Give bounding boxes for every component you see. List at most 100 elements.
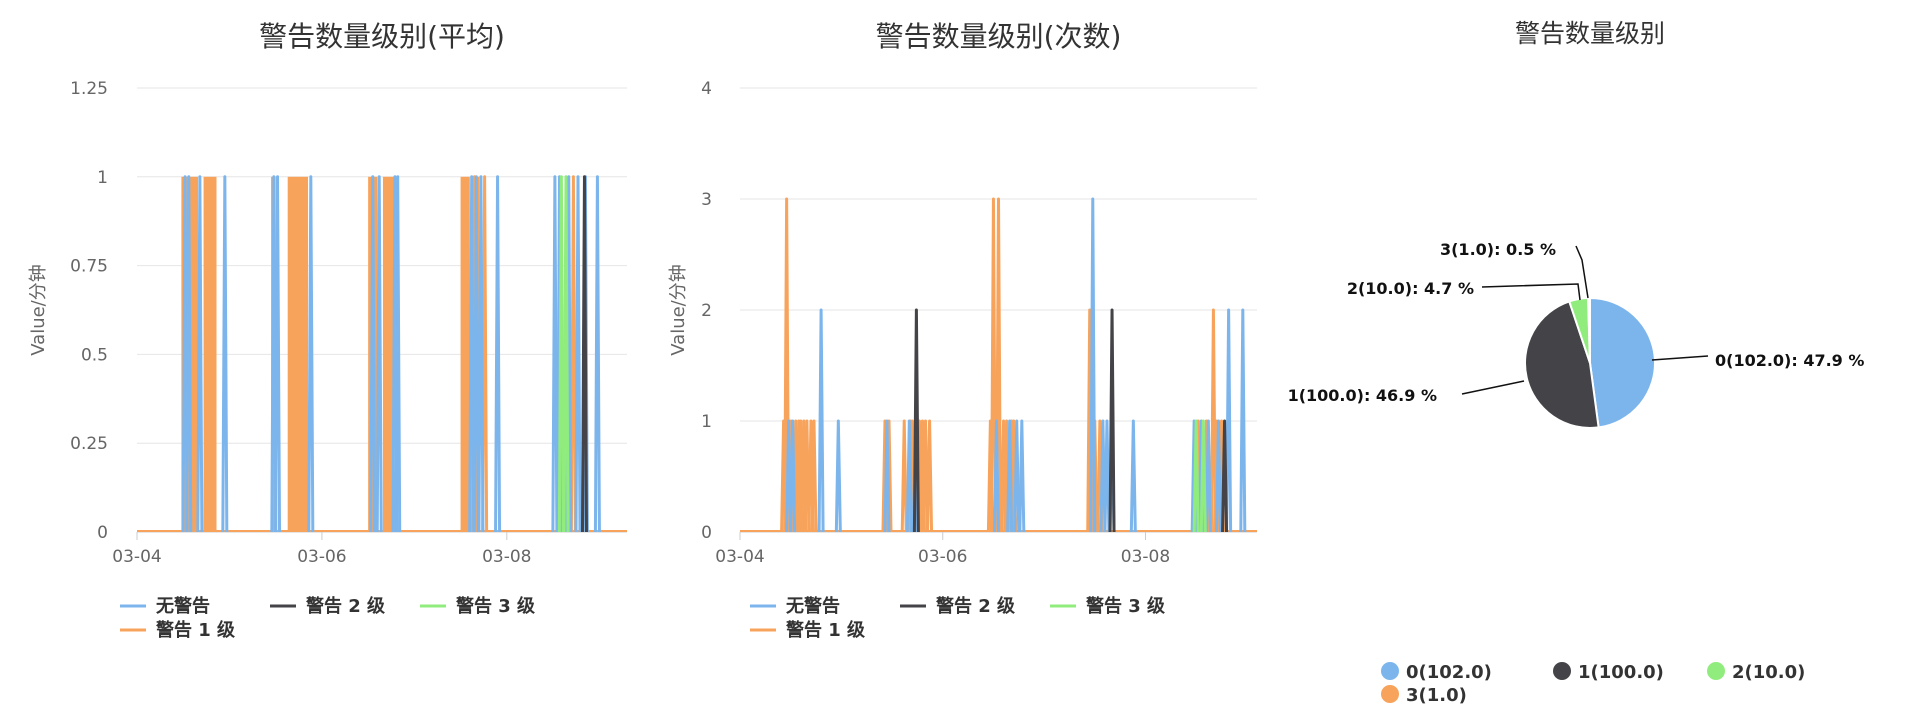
pie-data-label: 2(10.0): 4.7 % [1347,279,1474,298]
pie-data-label: 3(1.0): 0.5 % [1440,240,1556,259]
data-spike [196,175,204,533]
data-spike [789,419,797,533]
data-spike [1192,419,1200,533]
legend-swatch [1553,662,1571,680]
data-spike [900,419,908,533]
legend-label: 警告 3 级 [456,595,536,617]
y-tick-label: 1 [701,412,712,432]
data-spike [593,175,601,533]
legend-label: 无警告 [786,595,840,617]
legend-label: 无警告 [156,595,210,617]
x-tick-label: 03-06 [918,547,967,567]
data-spike [1018,419,1026,533]
legend-label: 警告 1 级 [786,619,866,641]
data-spike [494,175,502,533]
legend-label: 警告 2 级 [306,595,386,617]
data-spike [1239,308,1247,533]
y-tick-label: 0 [701,523,712,543]
data-spike [1214,419,1222,533]
pie-slice [1524,300,1600,429]
pie-connector [1575,245,1589,299]
y-tick-label: 4 [701,79,712,99]
data-spike [1199,419,1207,533]
data-spike [221,175,229,533]
chart-panel-count: 警告数量级别(次数) 0 1 2 3 4 Value/分钟 03-04 03-06 03-08 无警… [640,0,1280,709]
legend-swatch [1381,685,1399,703]
legend-label: 1(100.0) [1578,662,1664,683]
data-band [382,176,395,533]
legend-swatch [1381,662,1399,680]
data-spike [557,175,565,533]
data-spike [472,175,480,533]
x-tick-label: 03-08 [1121,547,1170,567]
y-tick-label: 1.25 [70,79,108,99]
pie-connector [1651,355,1709,361]
y-tick-label: 0 [97,523,108,543]
data-spike [905,419,913,533]
data-spike [1204,419,1212,533]
data-spike [468,175,476,533]
data-spike [369,175,377,533]
data-spike [1006,419,1014,533]
legend-label: 0(102.0) [1406,662,1492,683]
data-spike [551,175,559,533]
data-spike [926,419,934,533]
data-spike [912,308,920,533]
data-spike [834,419,842,533]
legend-label: 2(10.0) [1732,662,1805,683]
data-spike [1225,308,1233,533]
line-chart-count: 警告数量级别(次数) 0 1 2 3 4 Value/分钟 03-04 03-06 03-08 无警… [668,20,1257,641]
y-tick-label: 0.25 [70,434,108,454]
chart-title: 警告数量级别(次数) [876,20,1122,53]
data-spike [1129,419,1137,533]
data-spike [477,175,485,533]
data-spike [569,175,577,533]
legend-swatch [1707,662,1725,680]
chart-title: 警告数量级别(平均) [259,20,505,53]
line-chart-average: 警告数量级别(平均) 0 0.25 0.5 0.75 1 1.25 Value/分钟 03-04… [28,20,627,641]
y-axis-label: Value/分钟 [28,264,49,356]
chart-title: 警告数量级别 [1515,19,1665,48]
data-spike [1108,308,1116,533]
pie-slice [1587,296,1591,364]
data-band [287,176,309,533]
legend-label: 3(1.0) [1406,685,1467,706]
data-spike [394,175,402,533]
pie-connector [1481,283,1581,301]
data-spike [274,175,282,533]
x-tick-label: 03-06 [297,547,346,567]
data-spike [1089,197,1097,533]
data-band [203,176,217,533]
data-spike [574,175,582,533]
data-spike [883,419,891,533]
pie-data-label: 1(100.0): 46.9 % [1288,386,1437,405]
y-tick-label: 0.75 [70,257,108,277]
y-axis-label: Value/分钟 [668,264,689,356]
chart-panel-pie: 警告数量级别 0(102.0): 47.9 % 1(100.0): 46.9 % 2(… [1280,0,1920,709]
y-tick-label: 0.5 [81,345,108,365]
pie-data-label: 0(102.0): 47.9 % [1715,351,1864,370]
y-tick-label: 3 [701,190,712,210]
legend-label: 警告 3 级 [1086,595,1166,617]
pie-connector [1461,380,1525,395]
data-spike [989,197,997,533]
legend-label: 警告 1 级 [156,619,236,641]
x-tick-label: 03-04 [112,547,161,567]
pie-chart: 警告数量级别 0(102.0): 47.9 % 1(100.0): 46.9 % 2(… [1288,19,1865,706]
data-spike [810,419,818,533]
data-spike [1013,419,1021,533]
legend-label: 警告 2 级 [936,595,1016,617]
data-spike [1103,419,1111,533]
data-spike [185,175,193,533]
data-band [460,176,470,533]
y-tick-label: 2 [701,301,712,321]
data-spike [562,175,570,533]
data-spike [992,419,1000,533]
x-tick-label: 03-08 [482,547,531,567]
data-spike [307,175,315,533]
y-tick-label: 1 [97,168,108,188]
data-spike [375,175,383,533]
data-spike [1221,419,1229,533]
x-tick-label: 03-04 [715,547,764,567]
pie-slice [1589,296,1656,429]
